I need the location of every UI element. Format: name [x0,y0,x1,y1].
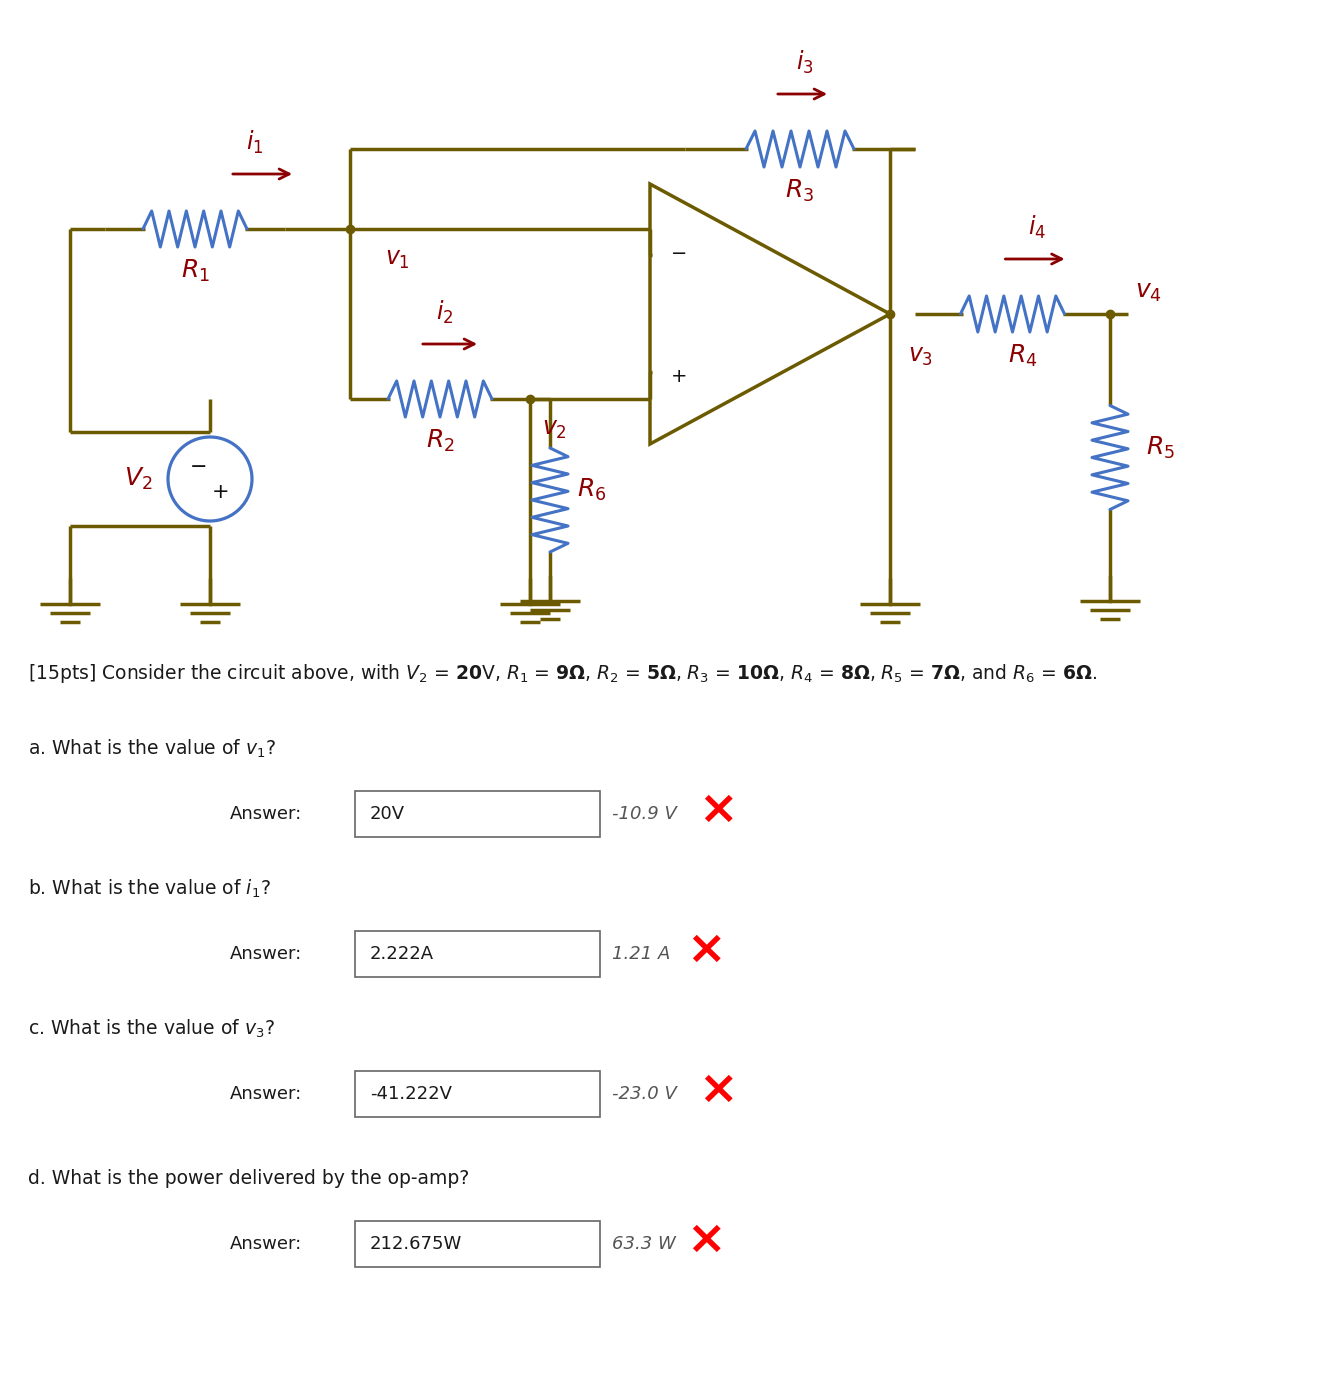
Text: $i_2$: $i_2$ [437,298,454,325]
Text: $i_1$: $i_1$ [247,128,264,156]
Text: $R_1$: $R_1$ [180,258,210,284]
Text: $\mathbf{\times}$: $\mathbf{\times}$ [686,928,722,972]
Text: $\mathbf{\times}$: $\mathbf{\times}$ [698,1067,734,1113]
Text: $v_3$: $v_3$ [908,343,933,368]
Text: $R_5$: $R_5$ [1145,434,1174,461]
Text: c. What is the value of $v_3$?: c. What is the value of $v_3$? [28,1018,275,1040]
Text: $R_3$: $R_3$ [786,178,815,204]
Text: a. What is the value of $v_1$?: a. What is the value of $v_1$? [28,738,276,760]
Text: $+$: $+$ [670,367,686,386]
Text: -41.222V: -41.222V [370,1085,453,1103]
Text: $\mathbf{\times}$: $\mathbf{\times}$ [698,787,734,833]
FancyBboxPatch shape [356,1220,600,1267]
Text: -23.0 V: -23.0 V [612,1085,677,1103]
Text: $\mathbf{\times}$: $\mathbf{\times}$ [686,1218,722,1263]
Text: $v_2$: $v_2$ [541,416,567,441]
Text: 20V: 20V [370,805,405,823]
Text: [15pts] Consider the circuit above, with $V_2$ = $\mathbf{20}$V, $R_1$ = $\mathb: [15pts] Consider the circuit above, with… [28,662,1097,685]
Text: d. What is the power delivered by the op-amp?: d. What is the power delivered by the op… [28,1169,470,1189]
Text: Answer:: Answer: [230,1085,303,1103]
Text: Answer:: Answer: [230,1236,303,1254]
Text: Answer:: Answer: [230,805,303,823]
Text: 1.21 A: 1.21 A [612,945,670,963]
Text: $i_3$: $i_3$ [796,48,813,76]
Text: $v_1$: $v_1$ [385,247,410,272]
Text: -10.9 V: -10.9 V [612,805,677,823]
Text: $R_4$: $R_4$ [1007,343,1038,370]
Text: $i_4$: $i_4$ [1028,214,1047,240]
Text: 212.675W: 212.675W [370,1236,462,1254]
FancyBboxPatch shape [356,1071,600,1117]
FancyBboxPatch shape [356,931,600,976]
Text: $+$: $+$ [211,483,228,502]
Text: Answer:: Answer: [230,945,303,963]
Text: $R_6$: $R_6$ [577,477,606,503]
Text: 63.3 W: 63.3 W [612,1236,675,1254]
FancyBboxPatch shape [356,792,600,837]
Text: $-$: $-$ [670,241,686,261]
Text: $R_2$: $R_2$ [426,427,454,454]
Text: $v_4$: $v_4$ [1135,280,1161,303]
Text: 2.222A: 2.222A [370,945,434,963]
Text: $-$: $-$ [190,455,207,474]
Text: $V_2$: $V_2$ [123,466,153,492]
Text: b. What is the value of $i_1$?: b. What is the value of $i_1$? [28,878,271,900]
